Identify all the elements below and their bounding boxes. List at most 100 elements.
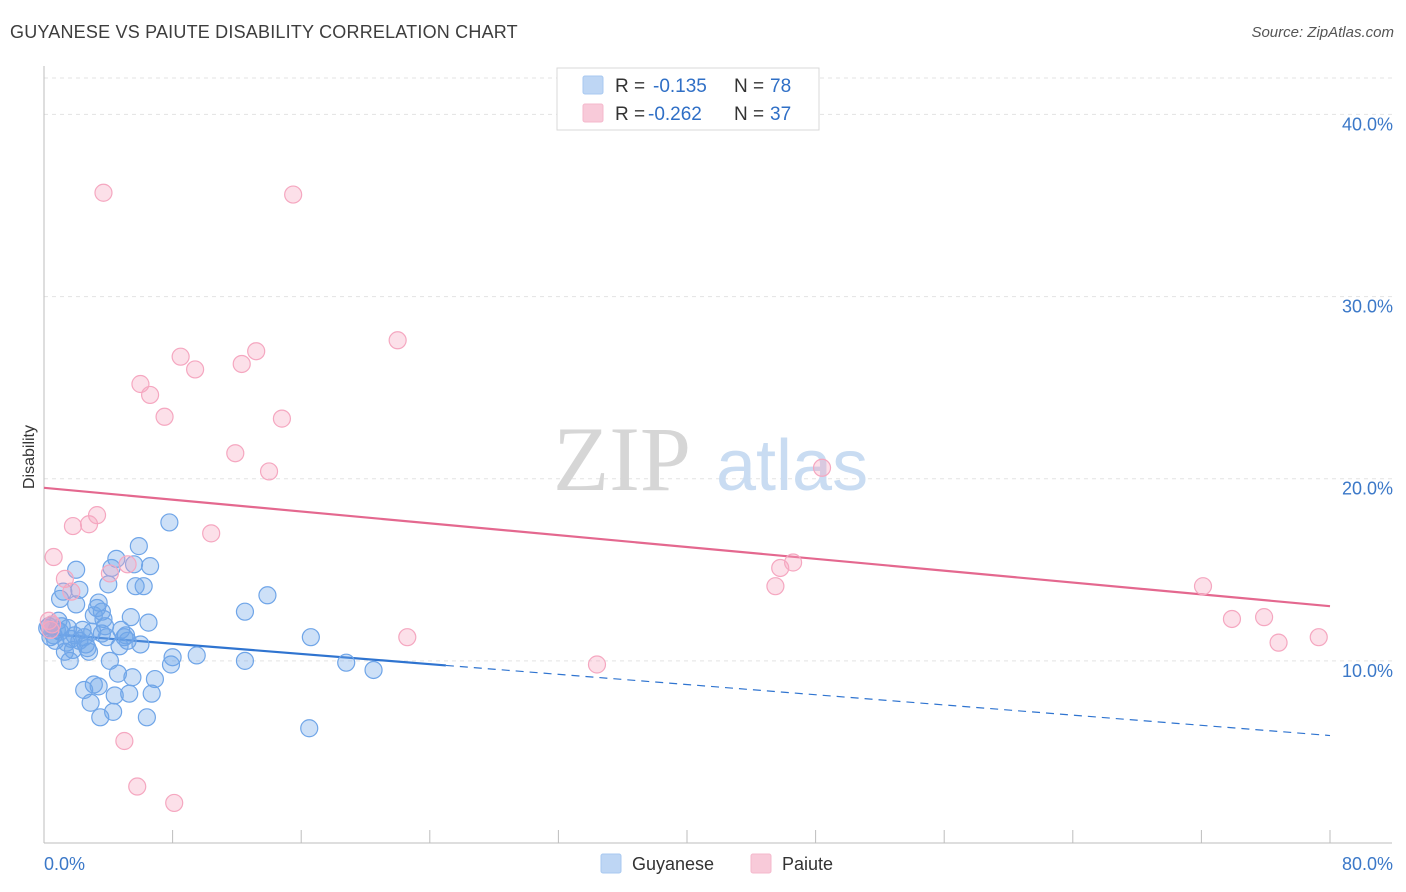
x-tick-min: 0.0% <box>44 854 85 874</box>
point-guyanese <box>145 669 165 689</box>
point-guyanese <box>121 608 140 627</box>
point-guyanese <box>161 655 181 674</box>
point-guyanese <box>92 602 111 621</box>
legend-r-value-paiute: -0.262 <box>648 104 702 125</box>
point-paiute <box>587 655 607 674</box>
point-paiute <box>284 185 303 204</box>
point-guyanese <box>105 686 124 705</box>
watermark: ZIP atlas <box>553 408 868 510</box>
y-tick-label: 30.0% <box>1342 297 1393 317</box>
legend-n-value-paiute: 37 <box>770 104 791 125</box>
trend-line-paiute <box>43 486 1331 608</box>
point-guyanese <box>258 586 277 605</box>
point-paiute <box>226 444 245 463</box>
legend-r-label-guyanese: R = <box>615 76 645 97</box>
bottom-legend-swatch-guyanese <box>600 853 622 874</box>
point-paiute <box>94 183 113 202</box>
point-guyanese <box>81 693 100 712</box>
point-guyanese <box>131 635 150 654</box>
point-paiute <box>63 516 83 536</box>
y-axis-label: Disability <box>21 425 38 489</box>
point-paiute <box>259 462 279 481</box>
point-paiute <box>128 777 147 796</box>
trend-line-guyanese <box>43 632 446 667</box>
point-paiute <box>42 615 62 634</box>
point-paiute <box>202 524 221 543</box>
point-paiute <box>140 385 160 405</box>
point-guyanese <box>300 719 319 738</box>
point-guyanese <box>137 708 156 727</box>
point-paiute <box>100 564 120 583</box>
point-paiute <box>388 331 407 350</box>
point-paiute <box>186 360 205 379</box>
bottom-legend-label-paiute: Paiute <box>782 854 833 874</box>
point-guyanese <box>129 537 148 556</box>
point-guyanese <box>139 613 158 632</box>
point-paiute <box>272 409 292 428</box>
point-guyanese <box>60 651 79 670</box>
point-guyanese <box>142 684 161 703</box>
point-guyanese <box>235 651 255 670</box>
point-paiute <box>1193 577 1213 596</box>
point-paiute <box>232 354 251 374</box>
point-paiute <box>171 347 190 366</box>
bottom-legend-swatch-paiute <box>750 853 772 874</box>
point-guyanese <box>104 702 123 721</box>
bottom-legend-label-guyanese: Guyanese <box>632 854 714 874</box>
point-guyanese <box>140 557 160 576</box>
point-paiute <box>155 407 174 426</box>
chart-title: GUYANESE VS PAIUTE DISABILITY CORRELATIO… <box>10 22 518 42</box>
point-paiute <box>398 628 417 647</box>
point-paiute <box>783 553 803 572</box>
point-guyanese <box>301 628 320 647</box>
bottom-legend: Guyanese Paiute <box>600 853 833 874</box>
point-guyanese <box>364 660 383 680</box>
point-guyanese <box>163 648 182 667</box>
point-guyanese <box>134 577 153 596</box>
point-paiute <box>165 793 184 813</box>
point-paiute <box>44 547 63 567</box>
trend-line-extrapolated-guyanese <box>445 664 1331 737</box>
point-paiute <box>247 342 266 361</box>
point-guyanese <box>120 684 139 703</box>
y-tick-labels: 10.0% 20.0% 30.0% 40.0% <box>1342 114 1393 680</box>
legend-n-value-guyanese: 78 <box>770 76 791 97</box>
y-tick-label: 40.0% <box>1342 114 1393 134</box>
point-guyanese <box>337 653 356 672</box>
point-paiute <box>1254 608 1274 627</box>
watermark-atlas: atlas <box>716 426 868 506</box>
point-guyanese <box>89 677 108 696</box>
point-guyanese <box>79 642 99 661</box>
point-guyanese <box>108 664 128 683</box>
point-guyanese <box>94 609 113 629</box>
legend-n-label-paiute: N = <box>734 104 764 125</box>
legend-swatch-guyanese <box>582 75 604 95</box>
y-tick-label: 10.0% <box>1342 661 1393 681</box>
point-paiute <box>62 582 81 601</box>
point-guyanese <box>124 555 144 574</box>
point-paiute <box>1269 633 1288 652</box>
point-paiute <box>115 731 134 751</box>
watermark-zip: ZIP <box>553 408 691 510</box>
point-paiute <box>1309 628 1328 647</box>
data-points <box>38 183 1328 813</box>
legend-r-value-guyanese: -0.135 <box>653 76 707 97</box>
legend-r-label-paiute: R = <box>615 104 645 125</box>
point-paiute <box>87 506 107 525</box>
point-paiute <box>812 458 832 477</box>
x-tick-max: 80.0% <box>1342 854 1393 874</box>
point-guyanese <box>187 646 206 665</box>
y-tick-label: 20.0% <box>1342 479 1393 499</box>
legend-swatch-paiute <box>582 103 604 123</box>
point-guyanese <box>97 628 116 647</box>
axes <box>43 66 1392 844</box>
point-guyanese <box>123 668 142 687</box>
point-guyanese <box>160 513 179 532</box>
legend-n-label-guyanese: N = <box>734 76 764 97</box>
point-paiute <box>118 555 137 574</box>
source-label: Source: ZipAtlas.com <box>1251 24 1394 41</box>
point-guyanese <box>235 602 255 621</box>
point-paiute <box>1222 609 1242 629</box>
point-paiute <box>766 577 785 596</box>
